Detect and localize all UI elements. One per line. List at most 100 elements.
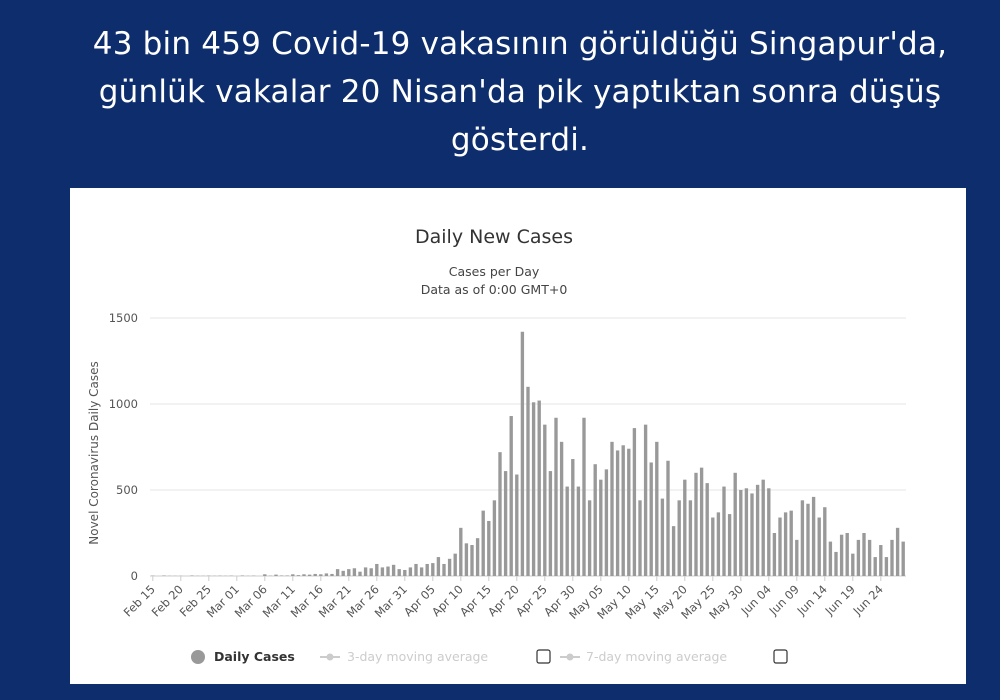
bar[interactable] — [391, 564, 396, 576]
bar[interactable] — [722, 486, 726, 576]
bar[interactable] — [464, 543, 469, 576]
bar[interactable] — [778, 517, 782, 576]
bar[interactable] — [419, 567, 424, 576]
bar[interactable] — [767, 488, 771, 576]
bar[interactable] — [319, 574, 323, 576]
bar[interactable] — [279, 575, 284, 576]
bar[interactable] — [750, 493, 754, 576]
bar[interactable] — [655, 441, 659, 576]
bar[interactable] — [806, 503, 810, 576]
bar[interactable] — [408, 567, 413, 576]
bar[interactable] — [559, 441, 564, 576]
bar[interactable] — [380, 567, 385, 576]
bar[interactable] — [515, 474, 519, 576]
bar[interactable] — [498, 452, 502, 576]
bar[interactable] — [442, 563, 446, 576]
bar[interactable] — [604, 469, 609, 576]
bar[interactable] — [862, 533, 866, 576]
bar[interactable] — [503, 471, 508, 576]
bar[interactable] — [296, 575, 301, 576]
bar[interactable] — [666, 460, 670, 576]
bar[interactable] — [548, 471, 553, 576]
bar[interactable] — [335, 569, 340, 576]
bar[interactable] — [369, 568, 373, 576]
legend-3day-average[interactable]: 3-day moving average — [347, 649, 488, 664]
bar[interactable] — [761, 479, 765, 576]
bar[interactable] — [621, 445, 625, 576]
bar[interactable] — [800, 500, 805, 576]
bar[interactable] — [397, 569, 401, 576]
bar[interactable] — [783, 512, 788, 576]
bar[interactable] — [834, 551, 838, 576]
bar[interactable] — [851, 553, 855, 576]
bar[interactable] — [867, 539, 872, 576]
bar[interactable] — [711, 517, 715, 576]
bar[interactable] — [330, 573, 334, 576]
bar[interactable] — [856, 539, 861, 576]
bar[interactable] — [643, 424, 648, 576]
bar[interactable] — [414, 563, 418, 576]
bar[interactable] — [823, 507, 827, 576]
bar[interactable] — [638, 500, 642, 576]
bar[interactable] — [475, 538, 480, 576]
bar[interactable] — [263, 574, 267, 576]
bar[interactable] — [302, 574, 306, 576]
bar[interactable] — [240, 575, 245, 576]
bar[interactable] — [313, 573, 317, 576]
bar[interactable] — [492, 500, 497, 576]
bar[interactable] — [386, 566, 390, 576]
bar[interactable] — [431, 563, 435, 576]
bar[interactable] — [845, 533, 849, 576]
bar[interactable] — [587, 500, 592, 576]
bar[interactable] — [291, 574, 295, 576]
bar[interactable] — [795, 539, 799, 576]
bar[interactable] — [660, 498, 665, 576]
bar[interactable] — [582, 417, 586, 576]
bar[interactable] — [811, 496, 816, 576]
bar[interactable] — [873, 557, 877, 576]
bar[interactable] — [358, 571, 362, 576]
bar[interactable] — [526, 386, 530, 576]
bar[interactable] — [425, 563, 429, 576]
bar[interactable] — [403, 569, 407, 576]
bar[interactable] — [487, 520, 491, 576]
bar[interactable] — [649, 462, 653, 576]
bar[interactable] — [716, 512, 721, 576]
bar[interactable] — [627, 448, 631, 576]
bar[interactable] — [901, 541, 905, 576]
bar[interactable] — [531, 402, 536, 576]
bar[interactable] — [895, 527, 900, 576]
bar[interactable] — [688, 500, 693, 576]
bar[interactable] — [727, 514, 732, 576]
bar[interactable] — [828, 541, 833, 576]
legend-7day-checkbox[interactable] — [773, 649, 788, 664]
bar[interactable] — [755, 484, 760, 576]
bar[interactable] — [671, 526, 676, 576]
bar[interactable] — [481, 510, 485, 576]
bar[interactable] — [571, 459, 575, 576]
bar[interactable] — [694, 472, 698, 576]
bar[interactable] — [615, 450, 620, 576]
bar[interactable] — [839, 534, 844, 576]
bar[interactable] — [744, 488, 749, 576]
bar[interactable] — [699, 467, 704, 576]
bar[interactable] — [879, 545, 883, 576]
bar[interactable] — [307, 574, 312, 576]
bar[interactable] — [632, 428, 637, 576]
bar[interactable] — [599, 479, 603, 576]
bar[interactable] — [285, 575, 289, 576]
bar[interactable] — [363, 567, 368, 576]
bar[interactable] — [683, 479, 687, 576]
bar[interactable] — [162, 575, 166, 576]
bar[interactable] — [705, 483, 709, 576]
bar[interactable] — [733, 472, 737, 576]
bar[interactable] — [190, 575, 194, 576]
bar[interactable] — [789, 510, 793, 576]
bar[interactable] — [447, 558, 452, 576]
bar[interactable] — [576, 486, 581, 576]
bar[interactable] — [347, 569, 351, 576]
bar[interactable] — [543, 424, 547, 576]
bar[interactable] — [817, 517, 821, 576]
legend-7day-average[interactable]: 7-day moving average — [586, 649, 727, 664]
bar[interactable] — [884, 557, 889, 576]
